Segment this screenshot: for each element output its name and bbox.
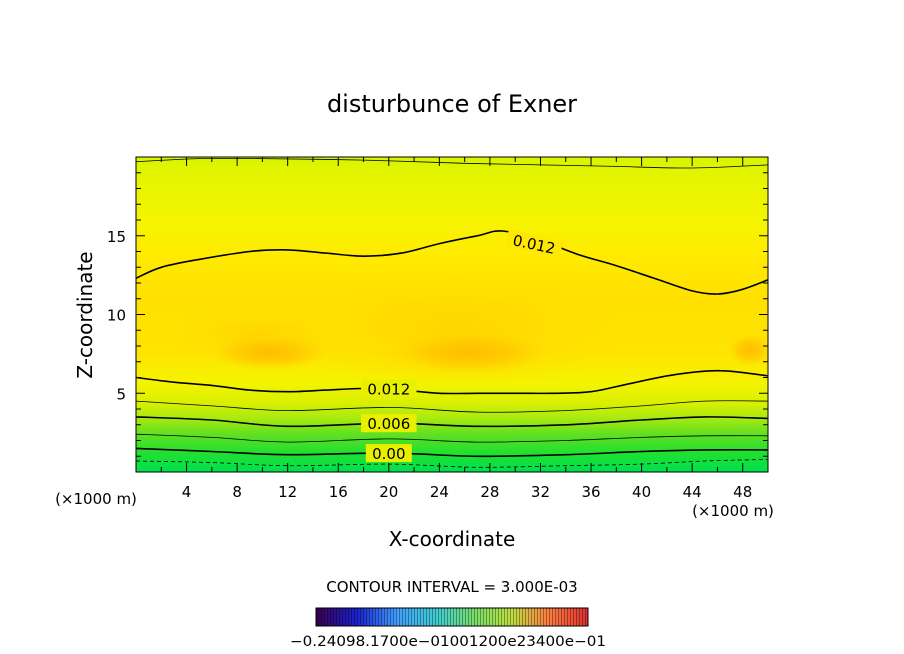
- contour-label-2: 0.006: [361, 414, 417, 433]
- x-axis-label: X-coordinate: [389, 527, 516, 551]
- contour-line-7: [136, 157, 768, 169]
- contour-label-bg: [505, 229, 564, 259]
- colorbar-labels: −0.24098.1700e−01001200e23400e−01: [290, 634, 606, 650]
- contour-label-text: 0.00: [372, 445, 405, 463]
- y-tick-label: 15: [107, 228, 126, 246]
- hot-region-left: [210, 334, 330, 370]
- x-tick-label: 36: [581, 483, 600, 501]
- contour-line-4: [136, 433, 768, 443]
- colorbar-segments: [316, 608, 588, 626]
- x-unit-right: (×1000 m): [692, 502, 774, 520]
- x-tick-label: 24: [430, 483, 449, 501]
- contour-lines: [136, 157, 768, 468]
- contour-label-bg: [361, 379, 417, 398]
- y-tick-label: 5: [116, 385, 126, 403]
- x-tick-label: 20: [379, 483, 398, 501]
- x-tick-label: 44: [683, 483, 702, 501]
- contour-label-0: 0.012: [505, 229, 564, 259]
- contour-line-2: [136, 400, 768, 413]
- contour-labels: 0.012 0.012 0.006 0.00: [361, 229, 564, 463]
- x-tick-label: 28: [480, 483, 499, 501]
- contour-line-3: [136, 416, 768, 428]
- hot-region-center: [390, 330, 550, 374]
- x-tick-label: 8: [232, 483, 242, 501]
- x-tick-label: 40: [632, 483, 651, 501]
- contour-label-bg: [365, 444, 412, 463]
- plot-fill: [136, 157, 768, 472]
- y-tick-label: 10: [107, 307, 126, 325]
- contour-label-text: 0.012: [367, 381, 410, 399]
- colorbar-frame: [315, 607, 589, 627]
- contour-label-1: 0.012: [361, 379, 417, 399]
- x-tick-label: 4: [182, 483, 192, 501]
- x-tick-label: 16: [329, 483, 348, 501]
- contour-interval-text: CONTOUR INTERVAL = 3.000E-03: [326, 578, 577, 596]
- contour-label-text: 0.006: [367, 415, 410, 433]
- contour-line-5: [136, 447, 768, 458]
- contour-label-bg: [361, 414, 417, 433]
- x-tick-label: 32: [531, 483, 550, 501]
- y-axis-label: Z-coordinate: [73, 251, 97, 378]
- x-unit-left: (×1000 m): [55, 490, 137, 508]
- contour-label-3: 0.00: [365, 444, 412, 463]
- contour-line-1: [136, 369, 768, 395]
- chart-title: disturbunce of Exner: [327, 90, 577, 118]
- contour-line-0: [136, 230, 768, 295]
- hot-region-right: [728, 334, 768, 366]
- x-tick-label: 12: [278, 483, 297, 501]
- contour-line-6: [136, 459, 768, 468]
- x-tick-label: 48: [733, 483, 752, 501]
